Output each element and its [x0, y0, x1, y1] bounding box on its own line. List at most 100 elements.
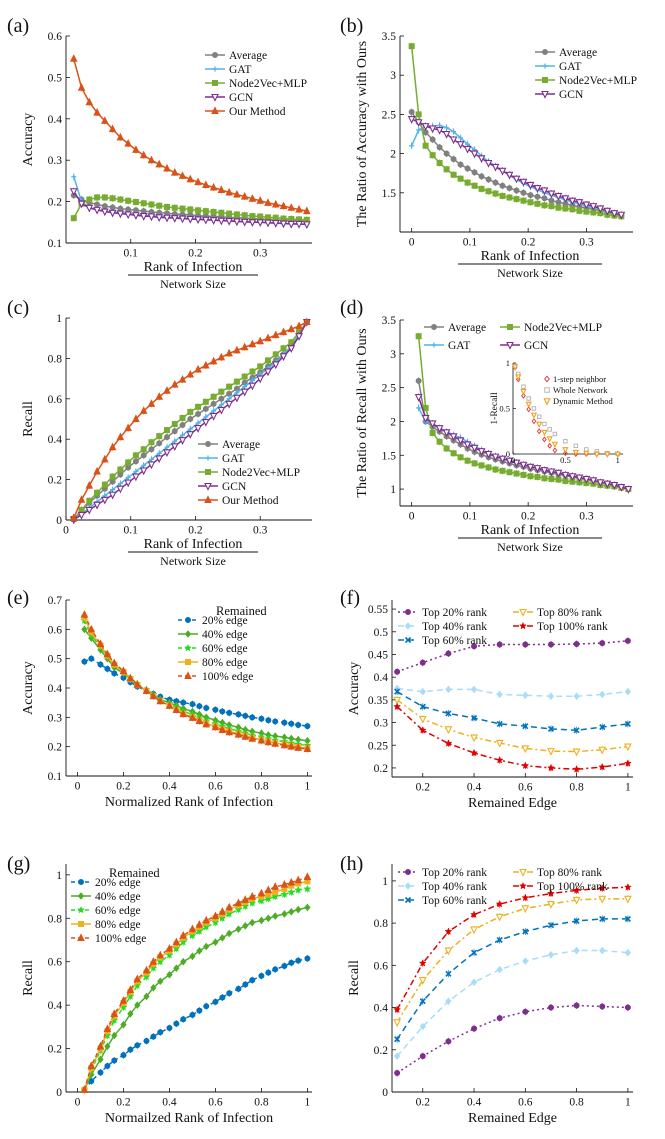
legend-item: 20% edge [71, 877, 141, 889]
x-tick-label: 0.8 [254, 781, 269, 793]
data-point [470, 748, 478, 757]
data-point [101, 454, 109, 463]
data-point [491, 163, 500, 172]
data-point [132, 199, 139, 206]
inset-point [521, 384, 526, 389]
series-top-80-rank [393, 696, 632, 757]
data-point [203, 942, 210, 951]
inset-point [547, 442, 552, 449]
data-point [143, 1037, 150, 1044]
legend-marker [78, 879, 84, 885]
data-point [394, 668, 401, 675]
y-axis-label: Accuracy [21, 661, 36, 715]
x-axis-label: Remained Edge [468, 796, 557, 811]
panel-e: (e) 0 0.2 0.4 0.6 0.8 1 0.1 0.2 0.3 0.4 0.5 0.6 0.7 No… [7, 587, 312, 810]
data-point [249, 213, 256, 220]
data-point [422, 404, 429, 411]
data-point [69, 188, 78, 196]
data-point [195, 207, 202, 214]
data-point [279, 353, 288, 362]
inset-point [536, 421, 543, 428]
x-tick-label: 0.2 [416, 782, 431, 794]
data-point [203, 1003, 210, 1010]
data-point [163, 163, 171, 172]
data-point [287, 877, 296, 886]
inset-point [515, 374, 522, 381]
legend-label: GAT [559, 61, 581, 73]
y-tick-label: 0 [56, 1087, 62, 1099]
data-point [436, 144, 443, 151]
data-point [484, 159, 493, 168]
legend: Average GAT Node2Vec+MLP GCN Our Method [198, 439, 300, 507]
data-point [116, 432, 125, 441]
inset-point [546, 436, 553, 443]
legend-label: GAT [448, 340, 470, 352]
data-point [415, 333, 422, 340]
data-point [100, 496, 109, 505]
data-point [583, 208, 590, 215]
data-point [522, 691, 529, 700]
data-point [555, 204, 562, 211]
data-point [572, 896, 581, 905]
legend-marker [507, 324, 513, 330]
y-tick-label: 0.25 [368, 740, 388, 752]
panel-label: (b) [340, 15, 363, 37]
data-point [264, 368, 272, 377]
legend-item: 60% edge [178, 643, 248, 655]
data-point [470, 444, 479, 453]
legend-label: 100% edge [202, 671, 253, 683]
data-point [93, 107, 101, 116]
data-point [226, 929, 233, 938]
data-point [147, 213, 156, 222]
data-point [575, 199, 584, 207]
data-point [295, 204, 303, 213]
data-point [288, 339, 295, 346]
x-tick-label: 0 [63, 525, 69, 537]
data-point [495, 756, 504, 764]
data-point [155, 159, 164, 168]
data-point [109, 473, 116, 480]
x-tick-label: 1 [625, 1097, 631, 1109]
data-point [248, 219, 257, 228]
legend-item: Top 20% rank [398, 867, 487, 879]
data-point [573, 692, 580, 700]
data-point [264, 737, 273, 746]
data-point [451, 129, 457, 135]
x-tick-label: 1 [305, 1097, 311, 1109]
data-point [119, 666, 128, 674]
legend-marker [404, 882, 412, 890]
data-point [279, 201, 288, 210]
data-point [211, 911, 220, 920]
data-point [226, 210, 233, 217]
data-point [416, 127, 422, 133]
data-point [428, 125, 437, 134]
legend-marker [404, 622, 412, 630]
data-point [599, 1003, 606, 1010]
legend-marker [431, 324, 437, 330]
data-point [87, 624, 96, 633]
data-point [295, 957, 302, 964]
legend-marker [77, 905, 85, 914]
data-point [443, 150, 450, 157]
data-point [194, 425, 202, 433]
data-point [133, 974, 142, 983]
data-point [596, 205, 605, 214]
y-tick-label: 2.5 [382, 383, 397, 395]
data-point [568, 197, 577, 206]
data-point [478, 185, 485, 192]
legend-label: Average [559, 47, 597, 59]
data-point [599, 724, 606, 731]
data-point [547, 748, 555, 756]
data-point [394, 688, 401, 695]
data-point [264, 333, 272, 342]
data-point [209, 356, 218, 365]
data-point [218, 395, 225, 402]
data-point [272, 718, 279, 725]
data-point [272, 912, 279, 920]
data-point [85, 506, 94, 515]
data-point [271, 892, 280, 900]
data-point [116, 210, 125, 219]
data-point [547, 725, 555, 732]
data-point [157, 1029, 164, 1036]
data-point [163, 214, 171, 223]
